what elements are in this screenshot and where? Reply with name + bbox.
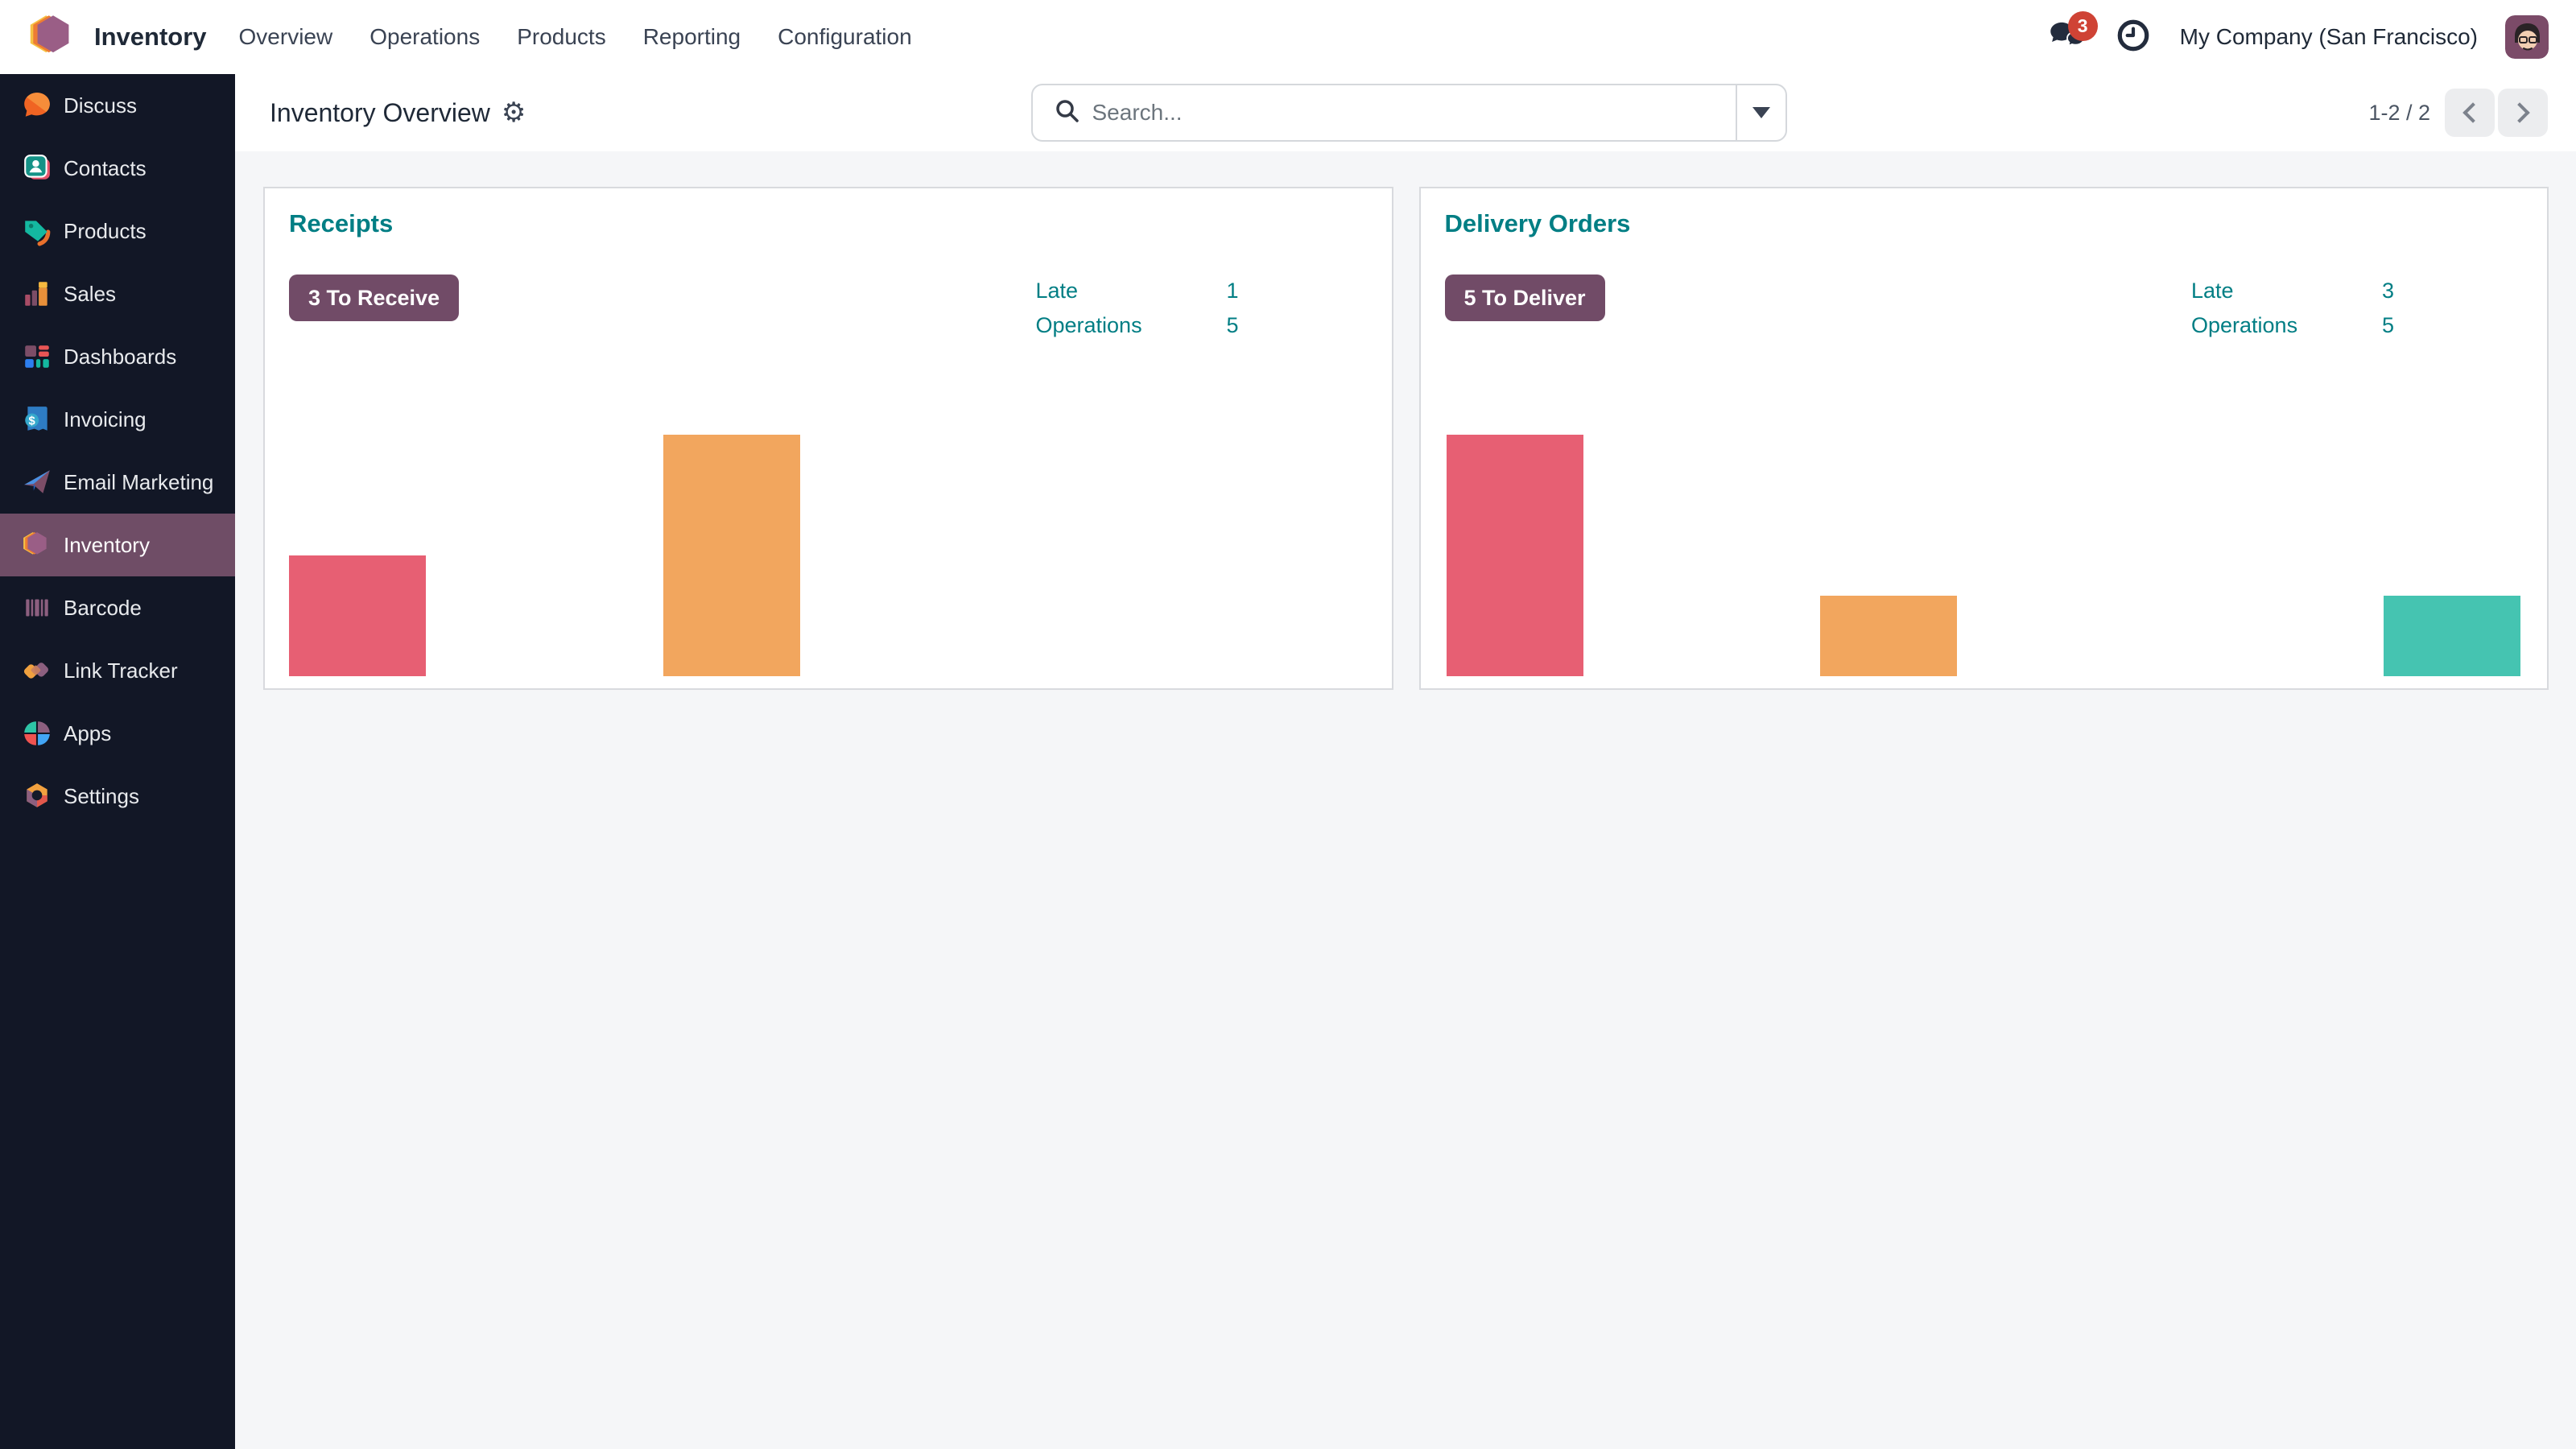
chart-bar-future[interactable] (2383, 596, 2520, 676)
card-title[interactable]: Delivery Orders (1444, 209, 1631, 237)
stat-value[interactable]: 3 (2381, 279, 2394, 303)
dashboards-icon (22, 341, 52, 372)
chart-bar-today[interactable] (663, 435, 801, 676)
dashboard-content: Receipts 3 To Receive Late 1 Operations 5 D… (235, 151, 2576, 1449)
search-dropdown-toggle[interactable] (1735, 85, 1785, 140)
chevron-down-icon (1752, 107, 1770, 118)
pager-counter: 1-2 / 2 (2368, 100, 2430, 125)
chart-bar-late[interactable] (289, 555, 426, 676)
apps-icon (22, 718, 52, 749)
menu-reporting[interactable]: Reporting (642, 24, 741, 49)
sidebar-item-products[interactable]: Products (0, 200, 235, 262)
svg-text:$: $ (29, 415, 35, 427)
stat-row-late: Late 1 (1036, 274, 1239, 308)
sidebar-item-inventory[interactable]: Inventory (0, 514, 235, 576)
apps-sidebar: Discuss Contacts Products Sales Dashboar… (0, 74, 235, 1449)
control-panel: Inventory Overview ⚙ 1-2 / 2 (235, 74, 2576, 151)
bar-chart (289, 435, 1368, 676)
sidebar-item-label: Apps (64, 720, 112, 745)
company-switcher[interactable]: My Company (San Francisco) (2179, 24, 2478, 49)
breadcrumb: Inventory Overview (270, 97, 490, 127)
app-title[interactable]: Inventory (94, 23, 207, 51)
sidebar-item-contacts[interactable]: Contacts (0, 137, 235, 200)
sidebar-item-label: Barcode (64, 595, 142, 620)
barcode-icon (22, 592, 52, 623)
card-stats: Late 1 Operations 5 (1036, 274, 1239, 343)
sidebar-item-link-tracker[interactable]: Link Tracker (0, 639, 235, 702)
search-input[interactable] (1092, 85, 1736, 140)
stat-value[interactable]: 5 (1226, 313, 1239, 337)
next-page-button[interactable] (2498, 89, 2548, 137)
stat-label[interactable]: Late (1035, 279, 1079, 303)
topbar: Inventory Overview Operations Products Repo… (0, 0, 2576, 74)
inventory-app-logo-icon (27, 11, 80, 64)
sidebar-item-barcode[interactable]: Barcode (0, 576, 235, 639)
settings-icon (22, 781, 52, 811)
stat-value[interactable]: 1 (1226, 279, 1239, 303)
app-switcher[interactable]: Inventory (0, 11, 207, 64)
topbar-menu: Overview Operations Products Reporting Confi… (239, 24, 912, 50)
messages-count-badge: 3 (2067, 11, 2098, 41)
invoicing-icon: $ (22, 404, 52, 435)
menu-products[interactable]: Products (517, 24, 606, 49)
stat-label[interactable]: Operations (2191, 313, 2298, 337)
activities-button[interactable] (2114, 18, 2153, 56)
sidebar-item-label: Discuss (64, 93, 138, 118)
search-icon (1054, 97, 1081, 129)
email-marketing-icon (22, 467, 52, 497)
card-delivery-orders: Delivery Orders 5 To Deliver Late 3 Operat… (1418, 187, 2549, 690)
sales-icon (22, 279, 52, 309)
bar-chart (1445, 435, 2524, 676)
chevron-left-icon (2462, 102, 2483, 123)
3-to-receive-button[interactable]: 3 To Receive (289, 275, 460, 321)
prev-page-button[interactable] (2445, 89, 2495, 137)
user-avatar[interactable] (2505, 15, 2549, 59)
stat-label[interactable]: Late (2191, 279, 2234, 303)
sidebar-item-settings[interactable]: Settings (0, 765, 235, 828)
discuss-icon (22, 90, 52, 121)
sidebar-item-label: Products (64, 218, 147, 243)
sidebar-item-discuss[interactable]: Discuss (0, 74, 235, 137)
sidebar-item-dashboards[interactable]: Dashboards (0, 325, 235, 388)
link-tracker-icon (22, 655, 52, 686)
card-title[interactable]: Receipts (289, 209, 394, 237)
stat-value[interactable]: 5 (2381, 313, 2394, 337)
5-to-deliver-button[interactable]: 5 To Deliver (1444, 275, 1605, 321)
chevron-right-icon (2509, 102, 2530, 123)
sidebar-item-label: Inventory (64, 532, 150, 557)
sidebar-item-invoicing[interactable]: $ Invoicing (0, 388, 235, 451)
menu-operations[interactable]: Operations (369, 24, 481, 49)
clock-icon (2115, 17, 2152, 58)
sidebar-item-apps[interactable]: Apps (0, 702, 235, 765)
search-bar (1030, 84, 1787, 142)
contacts-icon (22, 153, 52, 184)
menu-overview[interactable]: Overview (238, 24, 333, 49)
stat-row-operations: Operations 5 (1036, 308, 1239, 343)
menu-configuration[interactable]: Configuration (778, 24, 912, 49)
systray: 3 My Company (San Francisco) (2048, 11, 2576, 59)
stat-label[interactable]: Operations (1035, 313, 1142, 337)
messages-button[interactable]: 3 (2048, 11, 2098, 56)
sidebar-item-label: Dashboards (64, 344, 177, 369)
products-icon (22, 216, 52, 246)
sidebar-item-sales[interactable]: Sales (0, 262, 235, 325)
sidebar-item-label: Link Tracker (64, 658, 178, 683)
sidebar-item-label: Contacts (64, 155, 147, 180)
settings-gear-icon[interactable]: ⚙ (501, 97, 526, 128)
inventory-icon (22, 530, 52, 560)
card-receipts: Receipts 3 To Receive Late 1 Operations 5 (263, 187, 1393, 690)
sidebar-item-email-marketing[interactable]: Email Marketing (0, 451, 235, 514)
sidebar-item-label: Settings (64, 783, 139, 808)
stat-row-late: Late 3 (2191, 274, 2394, 308)
sidebar-item-label: Sales (64, 281, 117, 306)
chart-bar-today[interactable] (1819, 596, 1957, 676)
sidebar-item-label: Invoicing (64, 407, 147, 431)
card-stats: Late 3 Operations 5 (2191, 274, 2394, 343)
sidebar-item-label: Email Marketing (64, 469, 214, 494)
stat-row-operations: Operations 5 (2191, 308, 2394, 343)
chart-bar-late[interactable] (1447, 435, 1584, 676)
